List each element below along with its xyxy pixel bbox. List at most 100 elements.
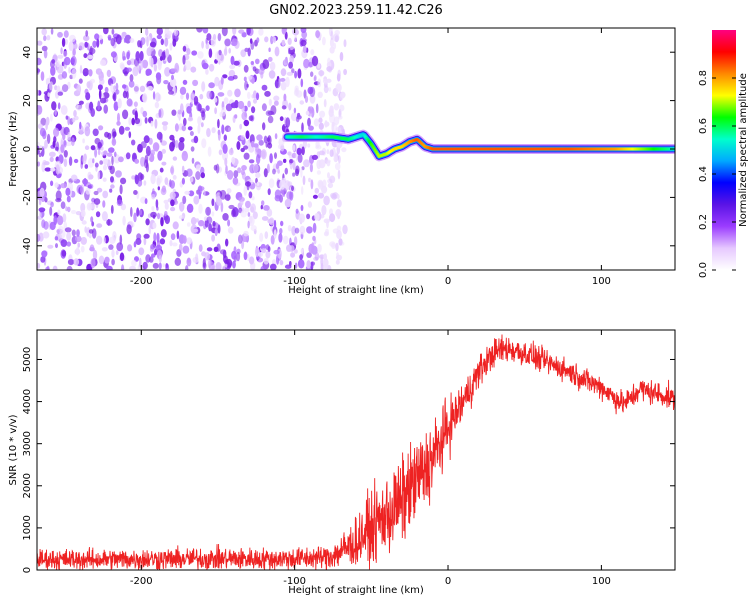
noise-blob: [206, 247, 213, 252]
noise-blob: [80, 202, 86, 213]
noise-blob: [157, 150, 163, 161]
noise-blob: [185, 265, 189, 270]
noise-blob: [116, 121, 121, 126]
noise-blob: [279, 260, 284, 266]
noise-blob: [106, 265, 113, 270]
noise-blob: [98, 69, 102, 77]
noise-blob: [84, 41, 89, 48]
noise-blob: [84, 145, 90, 150]
noise-blob: [224, 157, 228, 167]
noise-blob: [111, 138, 117, 146]
colorbar-tick-label: 0.2: [698, 214, 709, 230]
noise-blob: [149, 41, 157, 48]
noise-blob: [97, 84, 103, 91]
noise-blob: [169, 239, 173, 247]
y-tick-label: 4000: [22, 389, 33, 414]
noise-blob: [268, 178, 275, 189]
noise-blob: [164, 202, 169, 210]
noise-blob: [50, 66, 56, 76]
noise-blob: [281, 105, 287, 110]
noise-blob: [198, 220, 205, 227]
noise-blob: [291, 225, 297, 236]
noise-blob: [172, 138, 176, 149]
noise-blob: [103, 236, 107, 244]
noise-blob: [331, 193, 337, 200]
noise-blob: [319, 110, 326, 118]
noise-blob: [59, 229, 66, 239]
noise-blob: [54, 109, 57, 116]
noise-blob: [193, 195, 200, 205]
noise-blob: [310, 71, 314, 77]
noise-blob: [37, 123, 43, 130]
noise-blob: [91, 221, 95, 227]
noise-blob: [291, 185, 294, 192]
noise-blob: [228, 48, 231, 54]
noise-blob: [152, 91, 156, 100]
noise-blob: [278, 233, 283, 243]
noise-blob: [268, 217, 275, 226]
noise-blob: [155, 92, 161, 102]
noise-blob: [88, 203, 95, 210]
noise-blob: [71, 229, 76, 237]
noise-blob: [227, 226, 234, 234]
noise-blob: [300, 167, 303, 178]
noise-blob: [261, 103, 267, 112]
noise-blob: [223, 48, 228, 56]
noise-blob: [293, 236, 298, 246]
noise-blob: [56, 60, 60, 68]
noise-blob: [131, 139, 136, 146]
noise-blob: [155, 244, 162, 252]
y-tick-label: 0: [22, 567, 33, 573]
noise-blob: [263, 135, 268, 144]
noise-blob: [308, 61, 313, 68]
noise-blob: [249, 38, 253, 44]
colorbar-tick-label: 0.6: [698, 118, 709, 134]
noise-blob: [61, 71, 68, 79]
noise-blob: [79, 121, 82, 130]
noise-blob: [96, 38, 100, 48]
noise-blob: [169, 42, 173, 51]
noise-blob: [240, 135, 245, 141]
noise-blob: [256, 134, 263, 141]
noise-blob: [44, 197, 48, 203]
noise-blob: [233, 60, 240, 66]
noise-blob: [213, 97, 218, 103]
noise-blob: [154, 118, 158, 129]
noise-blob: [255, 92, 260, 101]
noise-blob: [146, 47, 152, 57]
noise-blob: [322, 36, 326, 46]
noise-blob: [228, 127, 231, 132]
noise-blob: [283, 180, 291, 191]
noise-blob: [50, 201, 54, 208]
noise-blob: [101, 247, 108, 252]
noise-blob: [248, 191, 253, 199]
noise-blob: [224, 259, 230, 265]
noise-blob: [284, 31, 288, 40]
noise-blob: [69, 186, 72, 197]
noise-blob: [268, 47, 271, 53]
noise-blob: [278, 138, 285, 147]
noise-blob: [334, 29, 341, 36]
noise-blob: [273, 229, 277, 239]
noise-blob: [104, 131, 110, 138]
noise-blob: [66, 265, 73, 270]
noise-blob: [108, 36, 112, 41]
snr-series-line: [37, 334, 675, 570]
noise-blob: [60, 144, 65, 154]
noise-blob: [201, 138, 207, 149]
noise-blob: [181, 150, 188, 162]
noise-blob: [37, 68, 41, 73]
noise-blob: [205, 105, 210, 111]
noise-blob: [136, 207, 140, 217]
noise-blob: [308, 177, 311, 183]
noise-blob: [55, 190, 62, 201]
noise-blob: [215, 163, 220, 174]
noise-blob: [172, 38, 177, 47]
noise-blob: [172, 156, 178, 161]
noise-blob: [43, 161, 50, 166]
x-tick-label: -100: [283, 576, 306, 587]
noise-blob: [37, 233, 41, 242]
noise-blob: [80, 236, 88, 245]
noise-blob: [54, 236, 59, 241]
noise-blob: [263, 205, 270, 211]
